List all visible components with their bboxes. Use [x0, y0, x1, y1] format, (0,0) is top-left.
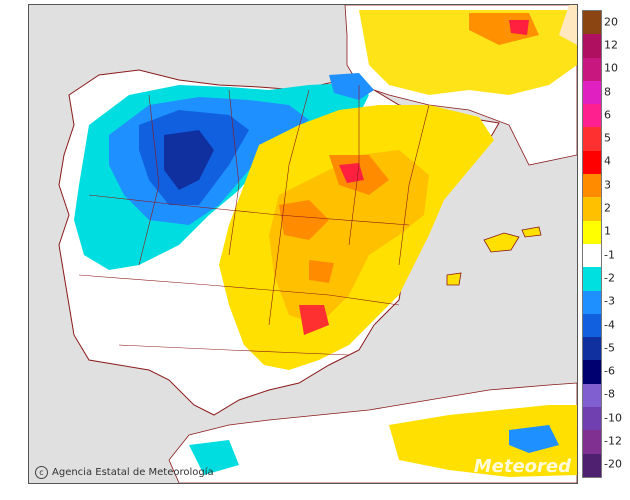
- legend-label: 3: [604, 178, 611, 192]
- legend-swatch: [583, 220, 601, 244]
- legend-label: 1: [604, 224, 611, 238]
- france-anomaly: [359, 10, 577, 95]
- legend-label: 4: [604, 154, 611, 168]
- legend-swatch: [583, 313, 601, 338]
- cold-anomaly-core: [164, 130, 214, 190]
- legend-swatch: [583, 197, 601, 221]
- france-tint: [559, 5, 577, 45]
- legend-label: -8: [604, 387, 615, 401]
- legend-label: -4: [604, 318, 615, 332]
- credit-text: Agencia Estatal de Meteorología: [52, 467, 214, 478]
- legend-label: -1: [604, 248, 615, 262]
- legend-swatch: [583, 243, 601, 268]
- legend-swatch: [583, 383, 601, 408]
- legend-label: -5: [604, 341, 615, 355]
- legend-label: 5: [604, 131, 611, 145]
- legend-swatch: [583, 104, 601, 128]
- france-hotspot-core: [509, 20, 529, 35]
- legend-label: -6: [604, 364, 615, 378]
- watermark-text: Meteored: [473, 456, 571, 477]
- africa-warm-anomaly: [389, 405, 577, 477]
- legend-swatch: [583, 174, 601, 198]
- legend-swatch: [583, 34, 601, 58]
- legend-label: -2: [604, 271, 615, 285]
- copyright-circle-icon: c: [35, 466, 48, 479]
- legend-swatch: [583, 360, 601, 384]
- legend-label: 12: [604, 38, 618, 52]
- ibiza: [446, 272, 462, 286]
- credit-line: c Agencia Estatal de Meteorología: [35, 466, 214, 479]
- cold-anomaly-basque: [329, 73, 374, 100]
- legend-swatch: [583, 430, 601, 454]
- legend-swatch: [583, 337, 601, 361]
- color-legend: [582, 10, 602, 478]
- region-borders: [78, 85, 430, 356]
- warm-anomaly-ebro-core: [339, 163, 364, 183]
- legend-swatch: [583, 453, 601, 477]
- warm-anomaly-medium: [269, 150, 429, 325]
- legend-label: 6: [604, 108, 611, 122]
- legend-swatch: [583, 127, 601, 151]
- legend-labels: 20 12 10 8 6 5 4 3 2 1 -1 -2 -3 -4 -5 -6 -8 -10 -12 -20: [604, 10, 630, 476]
- mallorca: [483, 232, 520, 253]
- warm-anomaly-la-mancha: [309, 260, 334, 283]
- legend-swatch: [583, 150, 601, 175]
- map-canvas: [29, 5, 577, 483]
- menorca: [521, 226, 542, 238]
- warm-anomaly-south-core: [299, 305, 329, 335]
- legend-label: 8: [604, 85, 611, 99]
- legend-swatch: [583, 11, 601, 35]
- africa-cold-anomaly: [509, 425, 559, 453]
- legend-swatch: [583, 57, 601, 81]
- legend-label: -12: [604, 434, 622, 448]
- legend-swatch: [583, 80, 601, 105]
- legend-label: -3: [604, 294, 615, 308]
- legend-label: 2: [604, 201, 611, 215]
- legend-label: 20: [604, 15, 618, 29]
- legend-label: -20: [604, 457, 622, 471]
- legend-label: 10: [604, 61, 618, 75]
- africa-cold-anomaly-west: [189, 440, 239, 475]
- warm-anomaly-west: [279, 200, 329, 240]
- legend-label: -10: [604, 411, 622, 425]
- anomaly-map: c Agencia Estatal de Meteorología Meteor…: [28, 4, 578, 484]
- legend-swatch: [583, 267, 601, 291]
- legend-swatch: [583, 290, 601, 314]
- legend-swatch: [583, 407, 601, 431]
